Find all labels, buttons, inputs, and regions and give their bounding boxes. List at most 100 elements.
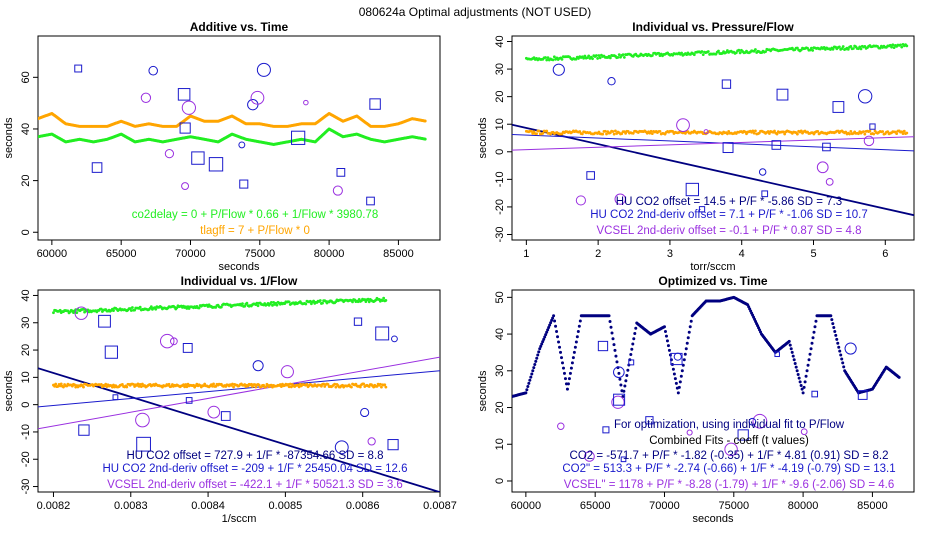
- data-point-tlagff: [537, 129, 541, 133]
- data-point-co2delay: [617, 53, 621, 57]
- data-point-tlagff: [99, 382, 103, 386]
- data-point-co2delay: [130, 306, 134, 309]
- data-point-tlagff: [287, 385, 291, 389]
- data-point-co2delay: [255, 301, 259, 305]
- annotation-text: VCSEL 2nd-deriv offset = -0.1 + P/F * 0.…: [597, 225, 862, 237]
- y-tick-label: -10: [20, 424, 32, 440]
- y-tick-label: 60: [20, 71, 32, 83]
- y-tick-label: 20: [20, 344, 32, 356]
- individual-circle: [613, 366, 625, 379]
- individual-circle: [207, 405, 221, 419]
- data-point-tlagff: [751, 129, 755, 133]
- y-tick-label: 40: [494, 35, 506, 47]
- data-point-optimized: [556, 335, 560, 339]
- data-point-optimized: [623, 384, 627, 388]
- data-point-co2delay: [831, 47, 835, 51]
- data-point-optimized: [524, 391, 528, 395]
- data-point-optimized: [618, 377, 622, 381]
- data-point-co2delay: [129, 309, 133, 312]
- data-point-tlagff: [62, 385, 65, 389]
- data-point-tlagff: [358, 385, 362, 389]
- data-point-tlagff: [603, 129, 607, 133]
- data-point-optimized: [680, 369, 684, 373]
- data-point-optimized: [795, 369, 799, 373]
- individual-circle: [844, 342, 857, 355]
- data-point-optimized: [547, 326, 551, 330]
- data-point-co2delay: [837, 45, 841, 49]
- individual-square: [737, 429, 749, 441]
- individual-circle: [800, 428, 808, 436]
- data-point-tlagff: [775, 132, 779, 136]
- data-point-co2delay: [701, 53, 705, 56]
- y-tick-label: 30: [494, 63, 506, 75]
- data-point-optimized: [566, 382, 570, 386]
- data-point-optimized: [685, 341, 689, 345]
- data-point-tlagff: [380, 385, 383, 389]
- y-tick-label: 10: [494, 438, 506, 450]
- data-point-optimized: [667, 348, 671, 352]
- data-point-co2delay: [899, 43, 902, 47]
- data-point-tlagff: [278, 383, 282, 386]
- data-point-tlagff: [895, 132, 899, 136]
- data-point-co2delay: [99, 307, 103, 311]
- panel-4: Optimized vs. Time 60000 65000 70000 75000 80…: [477, 274, 915, 525]
- individual-square: [177, 88, 191, 101]
- individual-circle: [140, 92, 152, 103]
- data-point-optimized: [804, 374, 808, 378]
- data-point-co2delay: [287, 300, 291, 304]
- data-point-optimized: [787, 339, 791, 343]
- plot-area: [38, 62, 427, 206]
- data-point-co2delay: [256, 304, 260, 308]
- data-point-optimized: [836, 341, 840, 345]
- data-point-optimized: [829, 314, 833, 318]
- data-point-optimized: [531, 369, 535, 373]
- x-axis-label: 1/sccm: [222, 513, 257, 525]
- data-point-co2delay: [83, 310, 86, 314]
- individual-square: [620, 456, 627, 463]
- data-point-optimized: [672, 372, 676, 376]
- data-point-co2delay: [764, 50, 767, 54]
- data-point-tlagff: [182, 383, 185, 387]
- data-point-tlagff: [322, 382, 326, 386]
- data-point-optimized: [540, 342, 544, 346]
- individual-square: [822, 142, 831, 152]
- data-point-optimized: [673, 377, 677, 381]
- individual-square: [628, 359, 635, 366]
- data-point-co2delay: [738, 51, 742, 55]
- individual-circle: [614, 193, 626, 205]
- data-point-co2delay: [616, 56, 620, 59]
- individual-square: [104, 345, 118, 359]
- individual-square: [832, 101, 845, 113]
- y-tick-label: 20: [494, 91, 506, 103]
- x-tick-label: 75000: [718, 500, 749, 512]
- data-point-optimized: [568, 371, 572, 375]
- data-point-co2delay: [849, 44, 853, 48]
- data-point-optimized: [838, 349, 842, 353]
- data-point-optimized: [548, 323, 552, 327]
- data-point-optimized: [814, 319, 818, 323]
- data-point-tlagff: [650, 132, 654, 136]
- figure-title: 080624a Optimal adjustments (NOT USED): [359, 5, 592, 19]
- panel-2: Individual vs. Pressure/Flow 1 2 3 4 5 6 -30 -20…: [477, 20, 915, 273]
- data-point-tlagff: [773, 129, 776, 133]
- individual-circle: [552, 63, 565, 76]
- y-tick-label: 50: [494, 291, 506, 303]
- individual-circle: [250, 90, 265, 105]
- y-tick-label: -20: [20, 451, 32, 467]
- data-point-tlagff: [333, 382, 337, 386]
- data-point-optimized: [897, 375, 901, 379]
- data-point-co2delay: [700, 50, 704, 53]
- data-point-tlagff: [184, 383, 188, 386]
- data-point-optimized: [796, 372, 800, 376]
- data-point-co2delay: [621, 53, 625, 57]
- data-point-co2delay: [366, 297, 370, 301]
- data-point-optimized: [812, 330, 816, 334]
- plot-frame: [37, 289, 441, 493]
- annotation-text: tlagff = 7 + P/Flow * 0: [200, 225, 310, 237]
- individual-square: [208, 157, 224, 172]
- individual-square: [239, 179, 249, 189]
- individual-circle: [247, 98, 259, 111]
- y-tick-label: 30: [20, 317, 32, 329]
- data-point-co2delay: [650, 54, 654, 57]
- data-point-optimized: [671, 367, 675, 371]
